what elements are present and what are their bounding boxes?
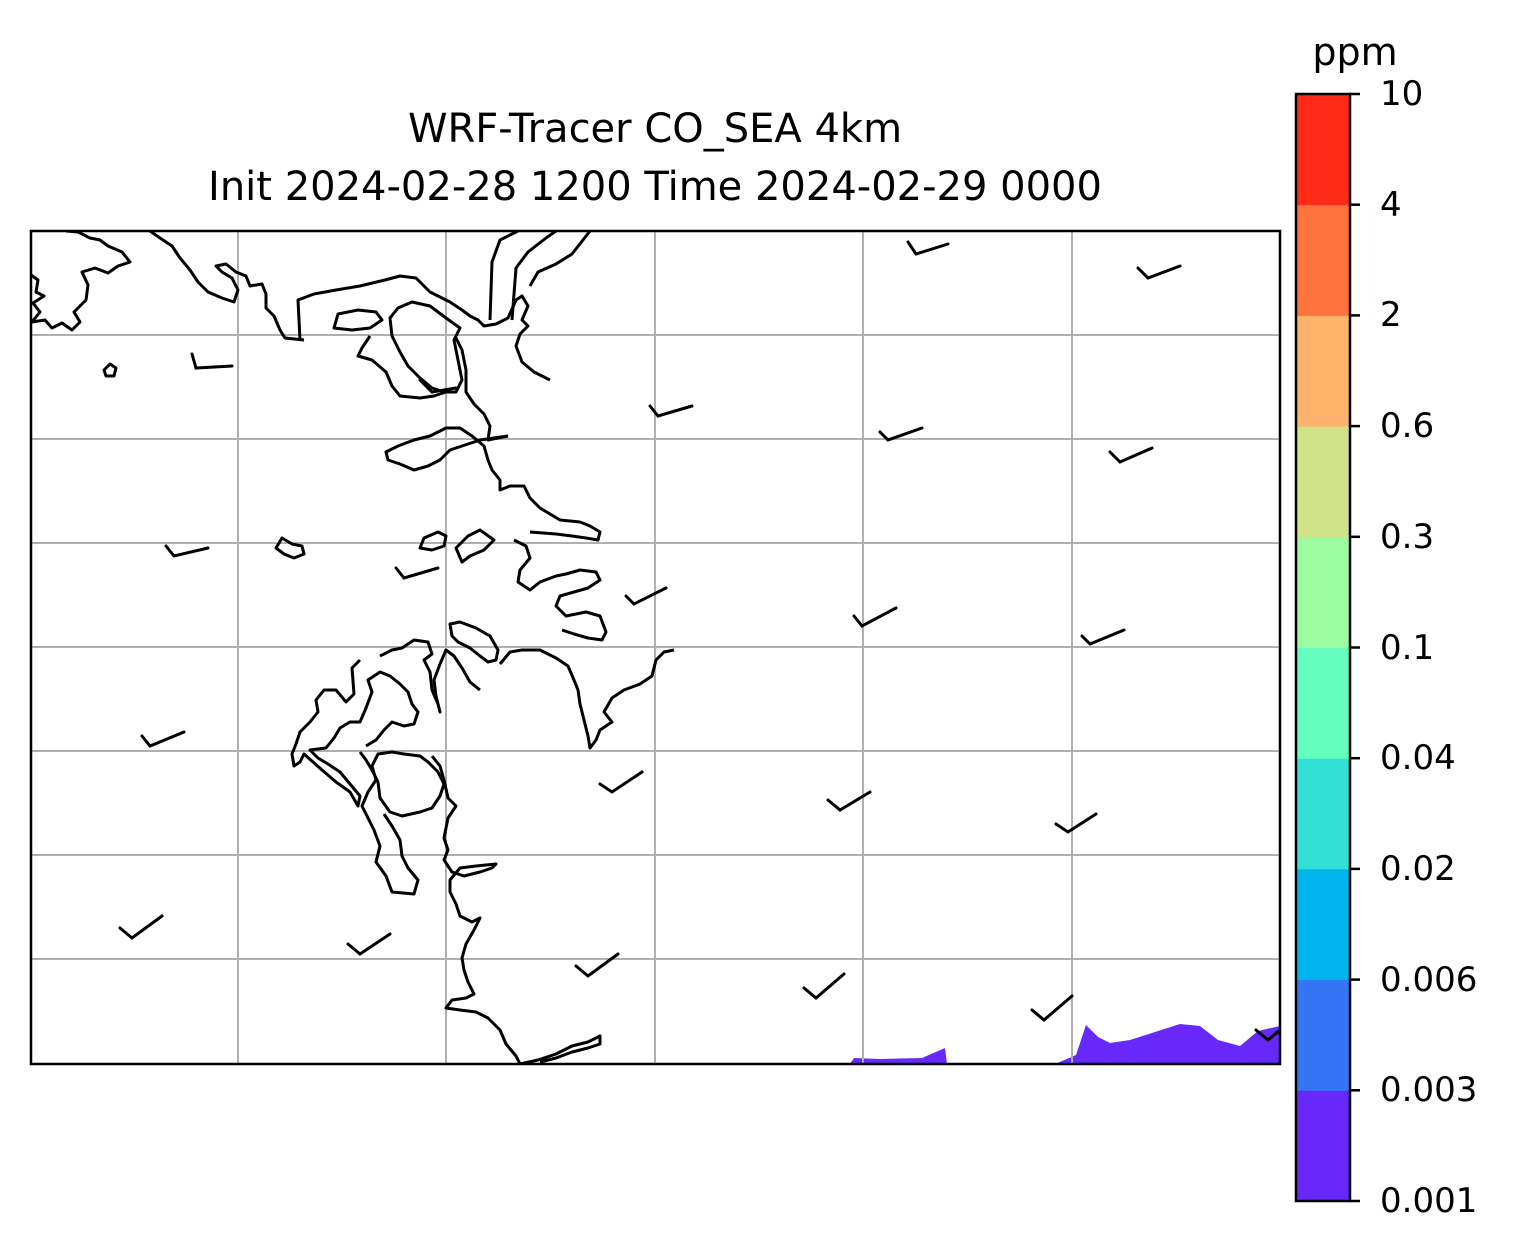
wind-barb [1054,812,1098,834]
wind-barb [852,606,898,628]
map-title-line-1: WRF-Tracer CO_SEA 4km [407,106,903,152]
coastline-north-1 [149,231,305,342]
coastline-west-sound [379,638,481,714]
colorbar-segment [1296,315,1350,427]
colorbar-segment [1296,868,1350,981]
colorbar [1294,92,1360,1203]
colorbar-tick-label: 0.003 [1380,1070,1478,1111]
wind-barb [1108,446,1154,464]
coastline-south-sound-2 [430,755,522,1064]
coastline-south-sound [358,750,446,896]
colorbar-segment [1296,758,1350,870]
coastlines [31,231,675,1064]
wind-barbs [118,240,1280,1042]
plot-area [31,231,1280,1064]
coastline-sound-mid [384,426,602,542]
colorbar-tick-label: 0.3 [1380,516,1435,557]
colorbar-tick-label: 10 [1380,74,1424,114]
wind-barb [418,378,458,394]
coastline-islet-west-2 [274,536,306,560]
colorbar-segment [1296,204,1350,316]
coastline-islet-west-1 [102,362,118,378]
coastline-north-2 [296,274,551,382]
coastline-island-mid [418,530,448,552]
coastline-inlet [488,231,592,321]
colorbar-segment [1296,536,1350,648]
wind-barb [1030,994,1074,1022]
coastline-peninsula [388,300,464,394]
coastline-sound-upper [356,335,509,442]
wind-barb [118,914,164,940]
colorbar-segment [1296,426,1350,538]
wind-barb [878,426,924,442]
colorbar-tick-label: 0.04 [1380,738,1456,779]
wind-barb [1136,264,1182,280]
colorbar-tick-label: 4 [1380,184,1402,225]
coastline-northwest [31,231,132,332]
tracer-patch-east [1055,1024,1280,1064]
colorbar-unit-label: ppm [1312,30,1398,74]
colorbar-segment [1296,1090,1350,1202]
wind-barb [598,770,644,794]
coastline-island-north [332,308,384,332]
wind-barb [164,544,210,558]
wind-barb [346,932,392,956]
wind-barb [574,952,620,978]
wind-barb [802,972,846,1000]
colorbar-tick-label: 0.006 [1380,959,1478,1000]
coastline-island-mid-2 [454,528,496,564]
wind-barb [140,730,186,748]
wind-barb [190,352,234,370]
tracer-patch-south [850,1048,947,1064]
colorbar-segment [1296,647,1350,759]
plot-frame [29,229,1282,1066]
colorbar-segment [1296,94,1350,206]
wind-barb [394,566,440,580]
coastline-kitsap [448,620,500,664]
wind-barb [826,790,872,812]
wind-barb [624,586,668,606]
wind-barb [1080,628,1126,646]
wind-barb [906,240,950,256]
wind-barb [1254,1028,1280,1042]
coastline-east-bay [498,648,675,750]
coastline-sound-south [513,538,608,642]
coastline-south-end [519,1034,602,1064]
colorbar-tick-label: 0.02 [1380,848,1456,889]
coastline-olympic [290,658,420,808]
map-title-line-2: Init 2024-02-28 1200 Time 2024-02-29 000… [208,164,1102,210]
map-gridlines [31,231,1280,1064]
colorbar-tick-label: 2 [1380,295,1402,336]
wind-barb [648,404,694,418]
colorbar-tick-label: 0.1 [1380,627,1435,668]
colorbar-segment [1296,979,1350,1091]
tracer-concentration-fill [850,1024,1280,1064]
colorbar-tick-label: 0.001 [1380,1181,1478,1221]
colorbar-tick-label: 0.6 [1380,406,1435,447]
